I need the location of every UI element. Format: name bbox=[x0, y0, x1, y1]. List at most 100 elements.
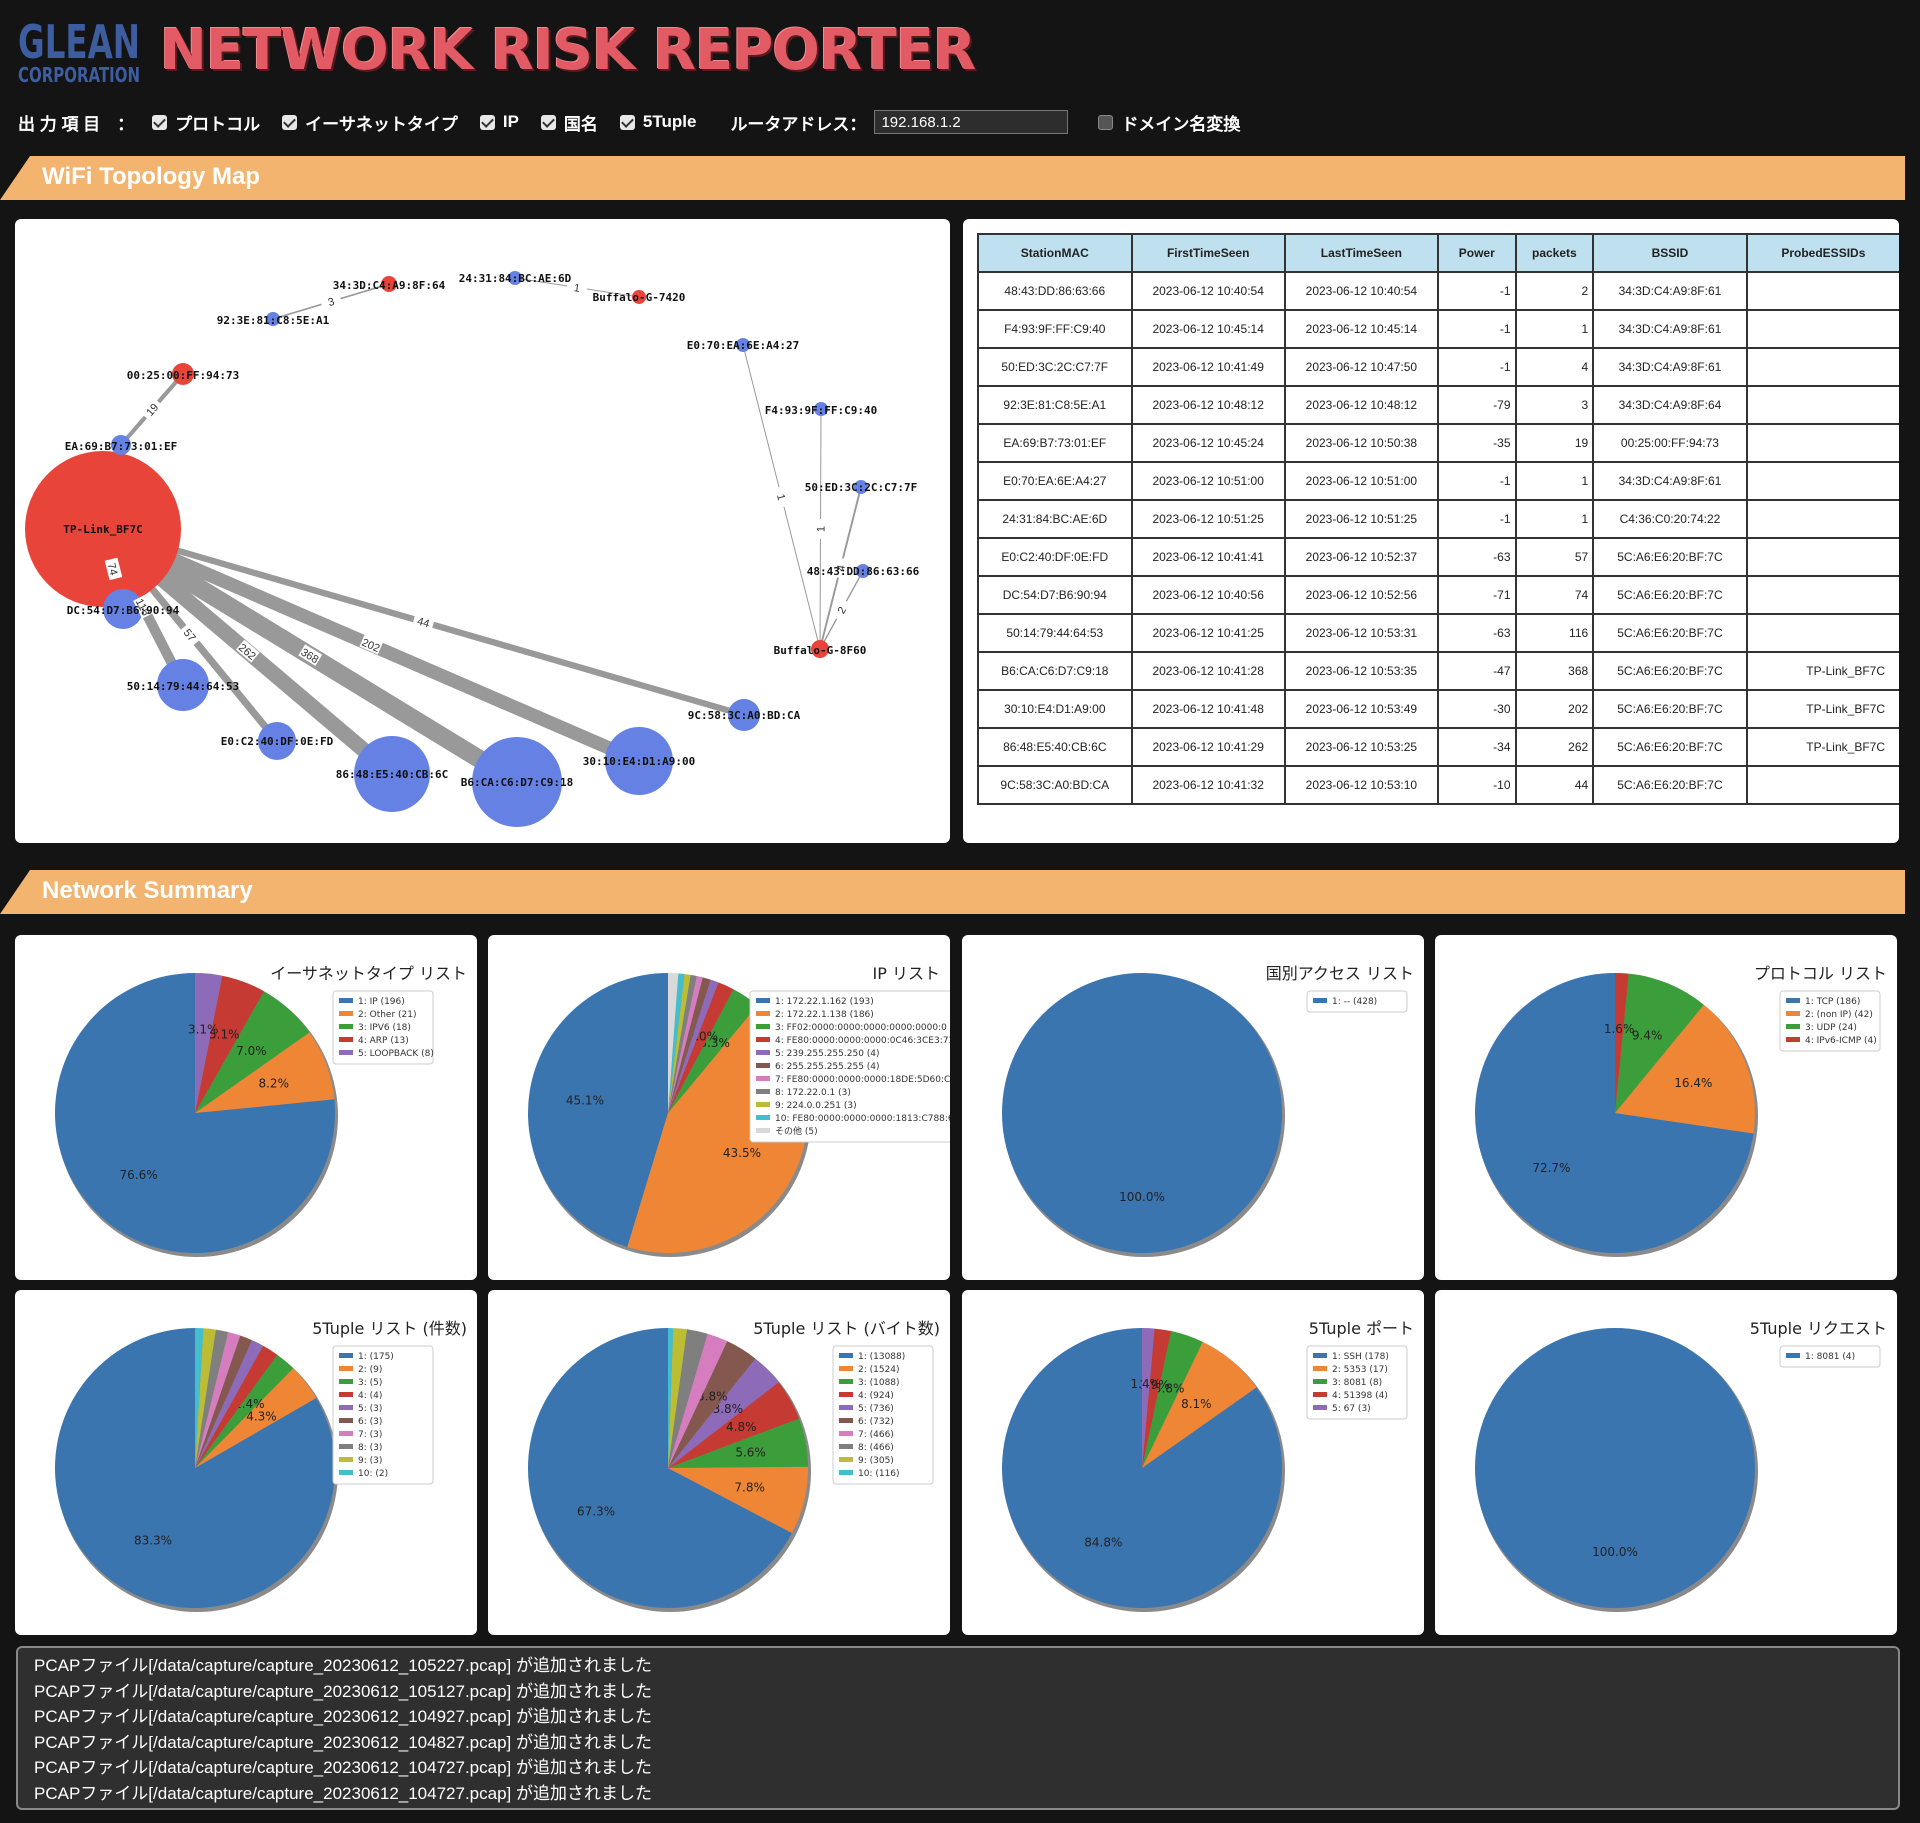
pie-slice bbox=[1475, 973, 1754, 1253]
table-cell: 2023-06-12 10:41:41 bbox=[1130, 537, 1286, 577]
chart-title: イーサネットタイプ リスト bbox=[270, 964, 467, 983]
chart-legend bbox=[332, 990, 434, 1065]
table-cell: 2023-06-12 10:40:54 bbox=[1283, 271, 1439, 311]
station-node bbox=[472, 737, 562, 827]
table-cell: 2023-06-12 10:41:25 bbox=[1130, 613, 1286, 653]
legend-entry: 3: IPV6 (18) bbox=[358, 1023, 411, 1033]
legend-entry: 5: (736) bbox=[858, 1404, 894, 1414]
legend-entry: 4: ARP (13) bbox=[358, 1036, 409, 1046]
table-cell: 2023-06-12 10:45:24 bbox=[1130, 423, 1286, 463]
chart-title: プロトコル リスト bbox=[1754, 964, 1887, 983]
pie-slice bbox=[668, 1333, 728, 1468]
pie-chart-panel: プロトコル リスト 72.7% 16.4% 9.4% 1.6% 1: TCP (186) 2… bbox=[1435, 935, 1897, 1280]
option-label: ドメイン名変換 bbox=[1121, 114, 1241, 134]
legend-entry: 5: 67 (3) bbox=[1332, 1404, 1371, 1414]
column-header: StationMAC bbox=[977, 233, 1133, 273]
legend-swatch bbox=[756, 1011, 770, 1016]
legend-swatch bbox=[756, 1076, 770, 1081]
option-ethernet-type[interactable]: イーサネットタイプ bbox=[282, 110, 458, 135]
node-label: 86:48:E5:40:CB:6C bbox=[336, 768, 449, 781]
table-cell: 57 bbox=[1514, 537, 1595, 577]
table-cell: 5C:A6:E6:20:BF:7C bbox=[1592, 537, 1748, 577]
option-label: イーサネットタイプ bbox=[305, 114, 458, 134]
table-row: DC:54:D7:B6:90:94 2023-06-12 10:40:56 2023… bbox=[977, 575, 1899, 615]
table-cell: 5C:A6:E6:20:BF:7C bbox=[1592, 689, 1748, 729]
checkbox-country[interactable] bbox=[540, 114, 556, 130]
pie-slice bbox=[668, 974, 697, 1113]
option-domain-conversion[interactable]: ドメイン名変換 bbox=[1098, 110, 1240, 135]
legend-swatch bbox=[756, 1102, 770, 1107]
slice-label: 1.4% bbox=[1131, 1377, 1162, 1391]
station-node bbox=[157, 659, 209, 711]
legend-entry: 9: (3) bbox=[358, 1456, 382, 1466]
column-header: Power bbox=[1436, 233, 1517, 273]
table-cell: 2023-06-12 10:40:56 bbox=[1130, 575, 1286, 615]
table-row: 24:31:84:BC:AE:6D 2023-06-12 10:51:25 2023… bbox=[977, 499, 1899, 539]
legend-swatch bbox=[839, 1405, 853, 1410]
legend-swatch bbox=[839, 1457, 853, 1462]
edge-label: 2 bbox=[836, 605, 849, 616]
legend-entry: 9: 224.0.0.251 (3) bbox=[775, 1101, 857, 1111]
table-cell: -1 bbox=[1436, 461, 1517, 501]
legend-entry: 5: (3) bbox=[358, 1404, 382, 1414]
table-cell: 5C:A6:E6:20:BF:7C bbox=[1592, 613, 1748, 653]
legend-swatch bbox=[1786, 1353, 1800, 1358]
legend-entry: 1: 172.22.1.162 (193) bbox=[775, 997, 874, 1007]
pie-chart-panel: IP リスト 45.1% 43.5% 3.3% 2.0% 1: 172.22.1.162 … bbox=[488, 935, 950, 1280]
access-point-node bbox=[811, 640, 829, 658]
option-ip[interactable]: IP bbox=[479, 112, 519, 132]
option-protocol[interactable]: プロトコル bbox=[152, 110, 260, 135]
edge-label: 1 bbox=[573, 282, 581, 295]
table-cell: 48:43:DD:86:63:66 bbox=[977, 271, 1133, 311]
table-cell: 2023-06-12 10:41:49 bbox=[1130, 347, 1286, 387]
node-label: 34:3D:C4:A9:8F:64 bbox=[333, 279, 446, 292]
option-label: プロトコル bbox=[175, 114, 261, 134]
pie-slice bbox=[1475, 1328, 1755, 1608]
slice-label: 7.0% bbox=[236, 1044, 267, 1058]
legend-swatch bbox=[839, 1470, 853, 1475]
legend-entry: 4: (924) bbox=[858, 1391, 894, 1401]
table-cell: TP-Link_BF7C bbox=[1745, 727, 1899, 767]
option-label: 5Tuple bbox=[642, 112, 697, 131]
table-cell: 2023-06-12 10:41:48 bbox=[1130, 689, 1286, 729]
station-node bbox=[856, 564, 870, 578]
station-node bbox=[854, 480, 868, 494]
legend-entry: 2: (1524) bbox=[858, 1365, 900, 1375]
section-title: Network Summary bbox=[42, 877, 253, 904]
checkbox-5tuple[interactable] bbox=[619, 114, 635, 130]
event-log[interactable]: PCAPファイル[/data/capture/capture_20230612_… bbox=[16, 1646, 1900, 1810]
log-line: PCAPファイル[/data/capture/capture_20230612_… bbox=[34, 1707, 652, 1726]
access-point-node bbox=[381, 276, 397, 292]
legend-swatch bbox=[839, 1366, 853, 1371]
legend-swatch bbox=[339, 998, 353, 1003]
edge-label: 1 bbox=[774, 493, 787, 502]
table-row: E0:C2:40:DF:0E:FD 2023-06-12 10:41:41 2023… bbox=[977, 537, 1899, 577]
legend-entry: 8: (3) bbox=[358, 1443, 382, 1453]
slice-label: 7.8% bbox=[734, 1481, 765, 1495]
router-address-input[interactable] bbox=[874, 110, 1069, 134]
table-cell: 92:3E:81:C8:5E:A1 bbox=[977, 385, 1133, 425]
slice-label: 3.8% bbox=[697, 1390, 728, 1404]
checkbox-ip[interactable] bbox=[479, 114, 495, 130]
table-cell bbox=[1745, 271, 1899, 311]
checkbox-protocol[interactable] bbox=[152, 114, 168, 130]
checkbox-ethernet-type[interactable] bbox=[282, 114, 298, 130]
pie-slice bbox=[668, 973, 679, 1113]
table-cell: 00:25:00:FF:94:73 bbox=[1592, 423, 1748, 463]
column-header: FirstTimeSeen bbox=[1130, 233, 1286, 273]
option-country[interactable]: 国名 bbox=[540, 110, 598, 135]
pie-slice bbox=[668, 1341, 756, 1468]
table-cell: -71 bbox=[1436, 575, 1517, 615]
chart-legend bbox=[832, 1345, 934, 1485]
checkbox-domain-conversion[interactable] bbox=[1098, 114, 1114, 130]
edge-label: 1 bbox=[815, 526, 827, 532]
table-cell: E0:C2:40:DF:0E:FD bbox=[977, 537, 1133, 577]
option-5tuple[interactable]: 5Tuple bbox=[619, 112, 697, 132]
legend-swatch bbox=[339, 1024, 353, 1029]
pie-slice bbox=[1142, 1328, 1155, 1468]
log-line: PCAPファイル[/data/capture/capture_20230612_… bbox=[34, 1656, 652, 1675]
legend-swatch bbox=[339, 1392, 353, 1397]
legend-entry: 4: 51398 (4) bbox=[1332, 1391, 1388, 1401]
router-address-label: ルータアドレス： bbox=[730, 114, 867, 134]
